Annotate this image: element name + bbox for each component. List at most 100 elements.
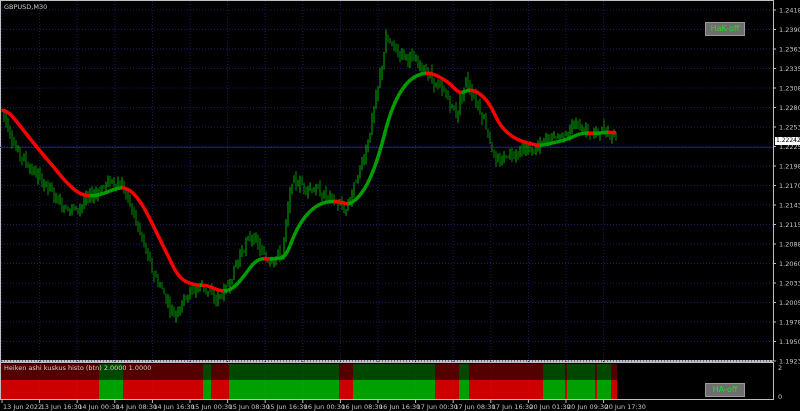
heiken-ashi-line [52, 166, 58, 172]
heiken-ashi-line [150, 222, 156, 229]
heiken-ashi-line [343, 201, 347, 206]
heiken-ashi-line [496, 119, 502, 125]
heiken-ashi-line [46, 159, 52, 164]
heiken-ashi-line [477, 91, 481, 96]
heiken-ashi-line [244, 269, 250, 275]
time-tick-label: 20 Jun 17:30 [605, 403, 646, 411]
heiken-ashi-line [457, 89, 461, 94]
heiken-ashi-line [298, 220, 304, 226]
heiken-ashi-line [142, 207, 148, 213]
heiken-ashi-line [372, 162, 378, 170]
heiken-ashi-line [463, 89, 467, 94]
heiken-ashi-line [294, 226, 300, 233]
heiken-ashi-line [111, 187, 115, 192]
time-tick-label: 14 Jun 16:30 [153, 403, 194, 411]
price-tick-label: 1.20055 [779, 299, 800, 307]
time-tick-label: 15 Jun 16:30 [266, 403, 307, 411]
heiken-ashi-line [48, 161, 54, 167]
heiken-ashi-line [189, 281, 193, 286]
heiken-ashi-line [417, 72, 421, 77]
heiken-ashi-line [384, 121, 390, 130]
heiken-ashi-line [14, 119, 20, 125]
heiken-ashi-line [523, 140, 527, 145]
heiken-ashi-line [34, 144, 40, 150]
heiken-ashi-line [563, 137, 567, 142]
time-tick-label: 14 Jun 00:30 [78, 403, 119, 411]
heiken-ashi-line [62, 178, 68, 183]
heiken-ashi-line [378, 143, 384, 152]
heiken-ashi-line [482, 96, 488, 102]
heiken-ashi-line [236, 279, 242, 285]
heiken-ashi-line [354, 196, 360, 201]
heiken-ashi-line [103, 190, 107, 195]
ha-off-button[interactable]: HA-off [705, 383, 745, 397]
heiken-ashi-line [577, 132, 581, 137]
heiken-ashi-line [319, 201, 323, 206]
heiken-ashi-line [18, 124, 24, 130]
heiken-ashi-line [508, 133, 514, 138]
heiken-ashi-line [42, 154, 48, 160]
heiken-ashi-line [148, 218, 154, 225]
time-tick-label: 13 Jun 16:30 [41, 403, 82, 411]
current-price-label: 1.22242 [775, 137, 800, 145]
heiken-ashi-line [170, 263, 176, 269]
heiken-ashi-line [50, 164, 56, 169]
heiken-ashi-line [248, 264, 254, 270]
heiken-ashi-line [101, 191, 105, 196]
heiken-ashi-line [64, 180, 70, 185]
heiken-ashi-line [575, 132, 579, 137]
heiken-ashi-line [252, 260, 258, 265]
heiken-ashi-line [419, 72, 423, 77]
heiken-ashi-line [290, 235, 296, 242]
heiken-ashi-line [209, 285, 213, 290]
heiken-ashi-line [465, 88, 469, 93]
heiken-ashi-line [10, 114, 16, 120]
heiken-ashi-line [238, 277, 244, 282]
price-tick-label: 1.21705 [779, 182, 800, 190]
price-tick-label: 1.21430 [779, 202, 800, 210]
heiken-ashi-line [571, 134, 575, 139]
heiken-ashi-line [494, 116, 500, 122]
heiken-ashi-line [504, 129, 510, 135]
price-tick-label: 1.23630 [779, 46, 800, 54]
heiken-ashi-line [308, 208, 314, 213]
heiken-ashi-line [443, 78, 447, 83]
heiken-ashi-line [400, 85, 406, 91]
heiken-ashi-line [565, 137, 569, 142]
heiken-ashi-line [386, 114, 392, 123]
price-tick-label: 1.22530 [779, 124, 800, 132]
time-tick-label: 15 Jun 00:30 [191, 403, 232, 411]
heiken-ashi-line [525, 140, 529, 145]
heiken-ashi-line [144, 210, 150, 217]
heiken-ashi-line [515, 136, 519, 142]
heiken-ashi-line [232, 283, 238, 289]
heiken-ashi-line [441, 76, 445, 82]
heiken-ashi-line [351, 199, 355, 204]
heiken-ashi-line [439, 75, 443, 81]
price-tick-label: 1.22255 [779, 143, 800, 151]
heiken-ashi-line [366, 177, 372, 184]
heiken-ashi-line [513, 135, 517, 141]
heiken-ashi-line [356, 193, 362, 199]
heiken-ashi-line [230, 285, 236, 290]
heiken-ashi-line [164, 250, 170, 257]
heiken-ashi-line [128, 189, 134, 194]
heiken-ashi-line [257, 257, 261, 262]
heiken-ashi-line [408, 77, 414, 82]
heiken-ashi-line [140, 203, 146, 209]
heiken-ashi-line [292, 230, 298, 237]
time-tick-label: 16 Jun 16:30 [379, 403, 420, 411]
heiken-ashi-line [370, 167, 376, 175]
heiken-ashi-line [573, 133, 577, 138]
heiken-ashi-line [77, 190, 81, 195]
heiken-ashi-line [500, 125, 506, 131]
heiken-ashi-line [255, 258, 259, 263]
time-tick-label: 15 Jun 08:30 [229, 403, 270, 411]
heiken-ashi-line [187, 280, 191, 285]
heiken-ashi-line [390, 104, 396, 111]
hak-off-button[interactable]: HaK-off [705, 22, 745, 36]
heiken-ashi-line [488, 104, 494, 110]
heiken-ashi-line [444, 79, 450, 84]
